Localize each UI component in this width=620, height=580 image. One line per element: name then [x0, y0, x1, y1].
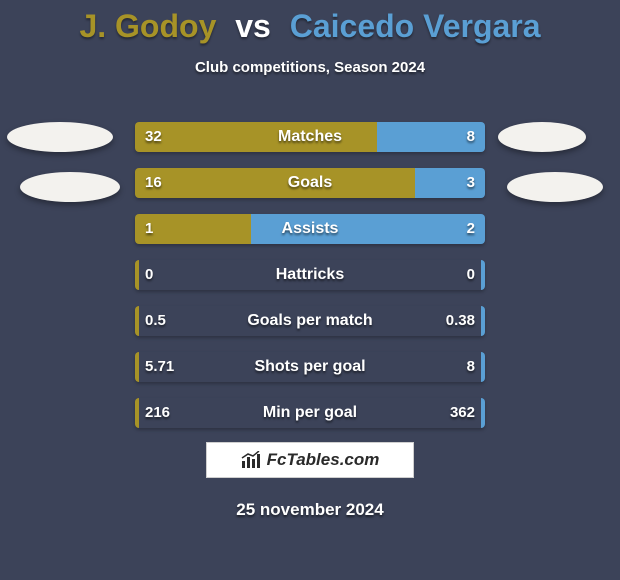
bar-right — [481, 352, 485, 382]
player2-logo-bottom — [507, 172, 603, 202]
bar-right — [377, 122, 486, 152]
stat-value-right: 0.38 — [446, 306, 475, 336]
player1-logo-top — [7, 122, 113, 152]
player2-name: Caicedo Vergara — [290, 8, 541, 44]
bar-left — [135, 306, 139, 336]
player2-logo-top — [498, 122, 586, 152]
subtitle: Club competitions, Season 2024 — [0, 59, 620, 76]
bar-right — [481, 398, 485, 428]
player1-logo-bottom — [20, 172, 120, 202]
stat-label: Goals per match — [135, 306, 485, 336]
stat-value-right: 0 — [467, 260, 475, 290]
stat-row: Goals per match0.5 0.38 — [135, 306, 485, 336]
stat-value-left: 5.71 — [145, 352, 174, 382]
bar-left — [135, 398, 139, 428]
stat-value-left: 0 — [145, 260, 153, 290]
stat-value-left: 0.5 — [145, 306, 166, 336]
vs-label: vs — [225, 8, 281, 44]
stat-row: Shots per goal5.71 8 — [135, 352, 485, 382]
bar-left — [135, 260, 139, 290]
stat-row: Matches328 — [135, 122, 485, 152]
bar-left — [135, 214, 251, 244]
stat-value-left: 216 — [145, 398, 170, 428]
brand-box[interactable]: FcTables.com — [206, 442, 414, 478]
bar-right — [481, 260, 485, 290]
bar-right — [251, 214, 486, 244]
bar-left — [135, 352, 139, 382]
brand-chart-icon — [241, 451, 261, 469]
stat-value-right: 362 — [450, 398, 475, 428]
stat-row: Hattricks0 0 — [135, 260, 485, 290]
stat-value-right: 8 — [467, 352, 475, 382]
bar-right — [481, 306, 485, 336]
stat-label: Shots per goal — [135, 352, 485, 382]
bar-right — [415, 168, 485, 198]
bar-left — [135, 168, 415, 198]
comparison-title: J. Godoy vs Caicedo Vergara — [0, 0, 620, 45]
stat-label: Min per goal — [135, 398, 485, 428]
stats-container: Matches328 Goals163 Assists12 Hattricks0 0 Go… — [135, 122, 485, 444]
brand-text: FcTables.com — [267, 450, 380, 470]
player1-name: J. Godoy — [79, 8, 216, 44]
stat-row: Goals163 — [135, 168, 485, 198]
stat-row: Assists12 — [135, 214, 485, 244]
stat-row: Min per goal216 362 — [135, 398, 485, 428]
footer-date: 25 november 2024 — [0, 500, 620, 520]
bar-left — [135, 122, 377, 152]
stat-label: Hattricks — [135, 260, 485, 290]
